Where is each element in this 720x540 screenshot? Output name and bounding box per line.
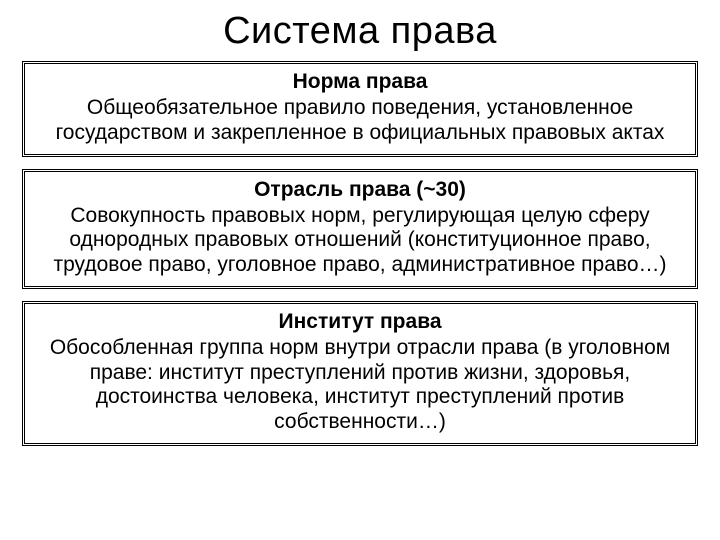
concept-box-2-body: Обособленная группа норм внутри отрасли … bbox=[39, 336, 681, 435]
concept-box-1-title: Отрасль права (~30) bbox=[39, 178, 681, 202]
concept-box-2-title: Институт права bbox=[39, 310, 681, 334]
concept-box-0: Норма права Общеобязательное правило пов… bbox=[22, 61, 698, 157]
concept-box-1: Отрасль права (~30) Совокупность правовы… bbox=[22, 169, 698, 289]
concept-box-2: Институт права Обособленная группа норм … bbox=[22, 301, 698, 446]
concept-box-0-body: Общеобязательное правило поведения, уста… bbox=[39, 96, 681, 146]
slide-title: Система права bbox=[22, 10, 698, 53]
concept-box-1-body: Совокупность правовых норм, регулирующая… bbox=[39, 204, 681, 278]
concept-box-0-title: Норма права bbox=[39, 70, 681, 94]
